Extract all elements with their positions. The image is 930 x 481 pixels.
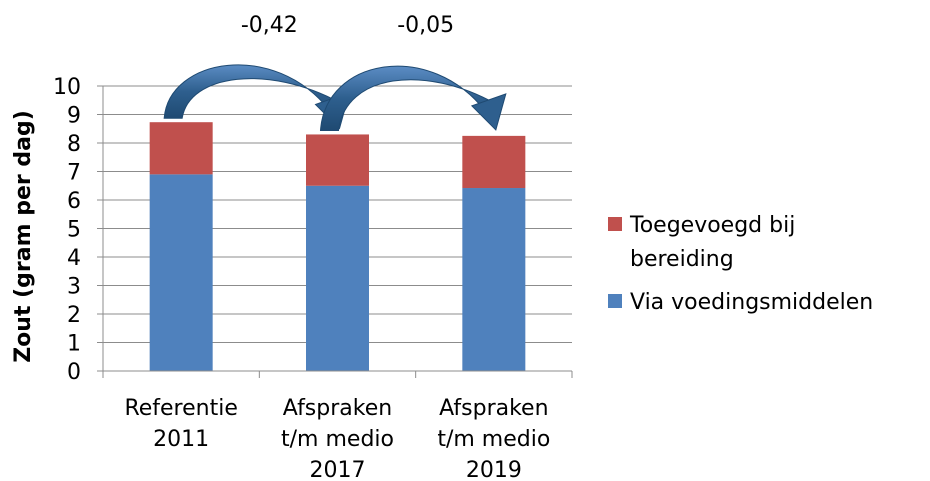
category-label: t/m medio (437, 427, 550, 452)
legend-label: Via voedingsmiddelen (630, 290, 873, 315)
y-tick-label: 1 (67, 332, 81, 357)
y-tick-label: 8 (67, 132, 81, 157)
bar-segment-toegevoegd (149, 122, 213, 175)
change-label: -0,05 (397, 13, 454, 38)
category-label: t/m medio (281, 427, 394, 452)
y-axis-label: Zout (gram per dag) (11, 110, 36, 363)
y-tick-label: 5 (67, 218, 81, 243)
legend-entry: Toegevoegd bij bereiding (608, 213, 795, 272)
y-tick-label: 4 (67, 246, 81, 271)
change-label: -0,42 (241, 13, 298, 38)
change-arrow-body (319, 65, 497, 131)
axes (97, 85, 573, 378)
y-tick-labels: 0 1 2 3 4 5 6 7 8 9 10 (53, 75, 81, 385)
legend-entry: Via voedingsmiddelen (608, 290, 873, 315)
bar-segment-via-voedingsmiddelen (462, 188, 526, 371)
bar-segment-toegevoegd (306, 134, 369, 186)
legend-swatch (608, 217, 622, 231)
category-label: Afspraken (283, 396, 392, 421)
bar-segment-via-voedingsmiddelen (306, 185, 369, 371)
change-arrows (163, 64, 507, 131)
y-tick-label: 10 (53, 75, 81, 100)
y-tick-label: 3 (67, 275, 81, 300)
y-tick-label: 2 (67, 303, 81, 328)
legend-label: bereiding (630, 247, 734, 272)
y-tick-label: 9 (67, 104, 81, 129)
category-label: Afspraken (439, 396, 548, 421)
bar-segment-via-voedingsmiddelen (149, 174, 213, 371)
category-label: 2011 (153, 427, 209, 452)
category-label: 2019 (466, 458, 522, 481)
bars (149, 122, 526, 371)
bar-segment-toegevoegd (462, 135, 526, 189)
legend: Toegevoegd bij bereiding Via voedingsmidde… (608, 213, 873, 315)
legend-swatch (608, 294, 622, 308)
category-label: Referentie (124, 396, 237, 421)
y-tick-label: 0 (67, 360, 81, 385)
change-arrow-head (470, 93, 507, 131)
y-tick-label: 7 (67, 161, 81, 186)
y-tick-label: 6 (67, 189, 81, 214)
category-label: 2017 (310, 458, 366, 481)
change-arrow-body (163, 64, 341, 119)
category-labels: Referentie 2011 Afspraken t/m medio 2017 Afsp… (124, 396, 550, 481)
legend-label: Toegevoegd bij (629, 213, 795, 238)
annotations: -0,42 -0,05 (241, 13, 454, 38)
